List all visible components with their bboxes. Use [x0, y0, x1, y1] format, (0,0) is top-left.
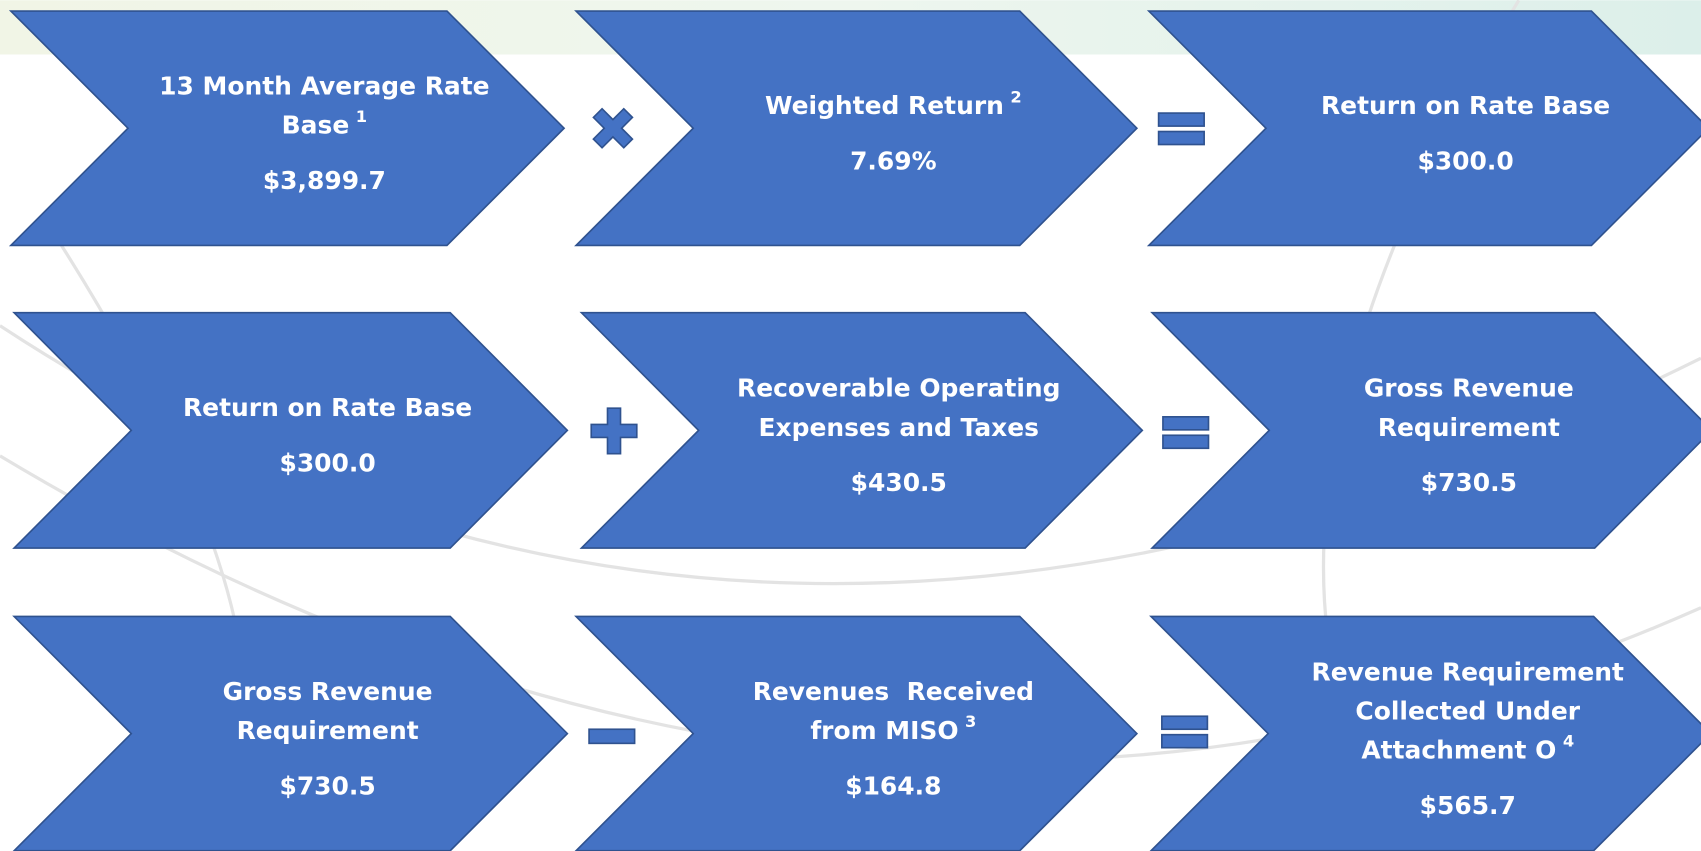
footnote-marker: 3 [965, 712, 976, 731]
step-value: $730.5 [1421, 468, 1517, 497]
equals-top [1162, 416, 1210, 431]
footnote-marker: 2 [1010, 87, 1021, 106]
step-value: $164.8 [845, 771, 941, 800]
step-label: Revenues Received [753, 677, 1034, 706]
step-value: $730.5 [279, 771, 375, 800]
label-text: Revenue Requirement [1312, 657, 1625, 686]
chevron-shape [574, 10, 1139, 247]
step-label: Attachment O 4 [1361, 731, 1574, 764]
equals-bottom [1162, 434, 1210, 450]
equals-bottom [1161, 733, 1209, 749]
footnote-marker: 1 [356, 106, 367, 125]
step-label: Requirement [237, 716, 419, 745]
step-label: from MISO 3 [810, 712, 976, 745]
step-chevron: Revenues Received from MISO 3 $164.8 [574, 615, 1139, 851]
step-chevron: Return on Rate Base $300.0 [12, 311, 569, 549]
chevron-shape [579, 311, 1144, 549]
step-label: 13 Month Average Rate [159, 72, 489, 101]
step-label: Return on Rate Base [183, 393, 472, 422]
chevron-shape [12, 311, 569, 549]
equals-top [1157, 112, 1205, 127]
step-chevron: Weighted Return 2 7.69% [574, 10, 1139, 247]
step-value: $430.5 [851, 468, 947, 497]
label-text: Gross Revenue [1364, 374, 1574, 403]
label-text: Collected Under [1355, 696, 1580, 725]
times-sign [592, 107, 634, 149]
label-text: Attachment O [1361, 735, 1556, 764]
step-chevron: Gross Revenue Requirement $730.5 [12, 615, 569, 851]
equals-bottom [1157, 130, 1205, 146]
step-value: 7.69% [850, 146, 937, 175]
label-text: Base [282, 111, 350, 140]
step-label: Return on Rate Base [1321, 91, 1610, 120]
step-chevron: Revenue Requirement Collected Under Attach… [1149, 615, 1701, 851]
label-text: 13 Month Average Rate [159, 72, 489, 101]
equals-top [1161, 715, 1209, 731]
label-text: Gross Revenue [223, 677, 433, 706]
label-text: Recoverable Operating [737, 374, 1060, 403]
step-label: Gross Revenue [223, 677, 433, 706]
label-text: Revenues Received [753, 677, 1034, 706]
step-value: $565.7 [1420, 791, 1516, 820]
label-text: Requirement [1378, 413, 1560, 442]
step-label: Expenses and Taxes [759, 413, 1040, 442]
chevron-shape [1146, 10, 1701, 247]
operators [588, 107, 1210, 749]
label-text: Requirement [237, 716, 419, 745]
step-chevron: Return on Rate Base $300.0 [1146, 10, 1701, 247]
step-label: Base 1 [282, 106, 367, 139]
step-chevron: Recoverable Operating Expenses and Taxes $… [579, 311, 1144, 549]
step-label: Collected Under [1355, 696, 1580, 725]
label-text: Weighted Return [765, 91, 1004, 120]
step-label: Weighted Return 2 [765, 87, 1022, 120]
footnote-marker: 4 [1563, 731, 1574, 750]
label-text: Return on Rate Base [1321, 91, 1610, 120]
step-label: Requirement [1378, 413, 1560, 442]
step-label: Recoverable Operating [737, 374, 1060, 403]
step-value: $300.0 [279, 449, 375, 478]
label-text: Expenses and Taxes [759, 413, 1040, 442]
minus-sign [588, 728, 636, 745]
step-value: $300.0 [1417, 146, 1513, 175]
step-label: Revenue Requirement [1312, 657, 1625, 686]
step-value: $3,899.7 [263, 166, 386, 195]
chevron-shape [1150, 311, 1701, 549]
step-chevron: Gross Revenue Requirement $730.5 [1150, 311, 1701, 549]
step-label: Gross Revenue [1364, 374, 1574, 403]
label-text: from MISO [810, 716, 958, 745]
chevron-shape [8, 10, 566, 247]
step-chevron: 13 Month Average Rate Base 1 $3,899.7 [8, 10, 566, 247]
plus-sign [590, 407, 638, 455]
label-text: Return on Rate Base [183, 393, 472, 422]
